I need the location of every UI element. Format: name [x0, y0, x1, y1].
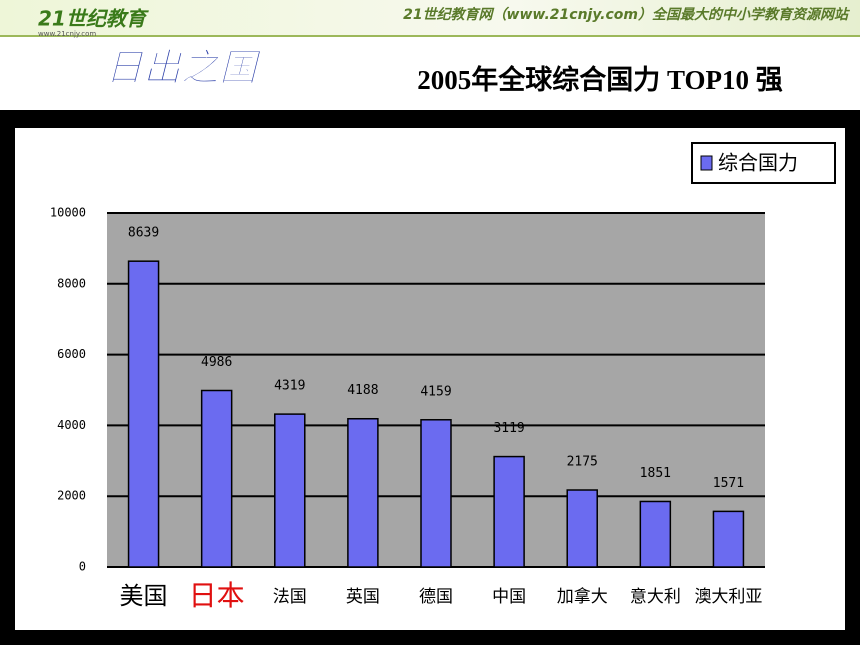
y-tick-label: 0: [79, 560, 86, 574]
y-tick-label: 10000: [50, 206, 86, 220]
x-tick-label: 美国: [120, 582, 168, 610]
bar: [566, 489, 598, 568]
data-label: 1851: [640, 466, 671, 481]
bar: [274, 413, 306, 568]
logo-url: www.21cnjy.com: [38, 30, 96, 38]
legend-label: 综合国力: [718, 151, 798, 175]
x-tick-label: 澳大利亚: [694, 587, 762, 607]
legend-swatch: [700, 155, 713, 171]
bar: [639, 500, 672, 568]
y-tick-label: 4000: [57, 418, 86, 432]
data-label: 4986: [201, 355, 232, 370]
chart: 0 2000 4000 6000 8000 10000 8639 美国 4986 日本 4319 法国…: [50, 151, 798, 613]
legend: [691, 142, 836, 184]
subtitle: 2005年全球综合国力 TOP10 强: [417, 64, 783, 95]
data-label: 4319: [274, 379, 305, 394]
slide-title: 日出之国: [105, 46, 263, 90]
data-label: 1571: [713, 476, 744, 491]
x-tick-label: 英国: [346, 587, 380, 607]
subtitle-box: [365, 58, 837, 108]
header-band: [0, 0, 860, 36]
logo: 21世纪教育: [38, 7, 149, 31]
data-label: 2175: [567, 455, 598, 470]
x-tick-label: 加拿大: [557, 586, 608, 607]
y-tick-label: 2000: [57, 489, 86, 503]
x-tick-label: 德国: [419, 587, 453, 607]
x-tick-label: 日本: [189, 579, 245, 612]
bar: [493, 455, 525, 568]
data-label: 8639: [128, 226, 159, 241]
bar: [712, 510, 745, 568]
data-label: 4159: [420, 384, 451, 399]
bar: [420, 419, 452, 568]
y-tick-label: 6000: [57, 347, 86, 361]
data-label: 3119: [493, 421, 524, 436]
data-label: 4188: [347, 383, 378, 398]
bar: [127, 260, 160, 568]
bar: [200, 389, 233, 568]
bar: [347, 417, 379, 568]
y-tick-label: 8000: [57, 276, 86, 290]
header-banner: 21世纪教育网（www.21cnjy.com）全国最大的中小学教育资源网站: [403, 6, 851, 23]
x-tick-label: 意大利: [630, 587, 681, 607]
x-tick-label: 法国: [273, 587, 307, 607]
x-tick-label: 中国: [492, 587, 526, 607]
